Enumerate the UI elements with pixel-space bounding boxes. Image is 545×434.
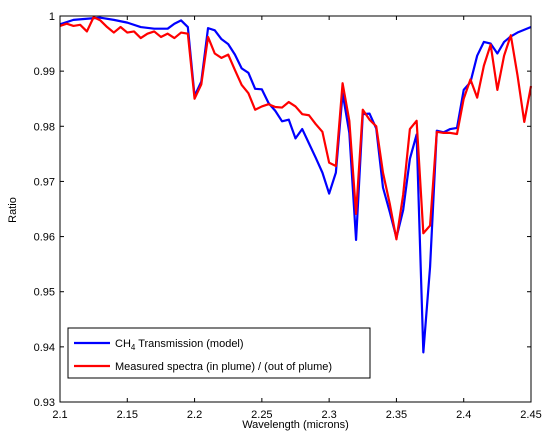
legend-label-model-subscript: 4 — [131, 343, 136, 352]
x-axis-label: Wavelength (microns) — [242, 419, 349, 431]
y-tick-label-2: 0.95 — [34, 287, 55, 299]
x-tick-label-7: 2.45 — [520, 409, 541, 421]
x-tick-label-4: 2.3 — [321, 409, 336, 421]
legend-label-measured: Measured spectra (in plume) / (out of pl… — [115, 361, 332, 373]
x-tick-label-6: 2.4 — [456, 409, 471, 421]
legend-box — [67, 327, 371, 379]
series-line-model — [59, 16, 532, 354]
y-tick-label-7: 1 — [49, 11, 55, 23]
y-tick-label-5: 0.98 — [34, 121, 55, 133]
x-tick-label-3: 2.25 — [251, 409, 272, 421]
legend-label-model-main: CH — [115, 338, 131, 350]
series-line-measured — [59, 16, 533, 241]
y-tick-label-0: 0.93 — [34, 397, 55, 409]
y-tick-label-3: 0.96 — [34, 232, 55, 244]
series-layer — [59, 16, 533, 354]
legend-label-model: CH4 Transmission (model) — [115, 338, 244, 352]
x-tick-label-5: 2.35 — [386, 409, 407, 421]
y-tick-label-6: 0.99 — [34, 66, 55, 78]
legend-label-model-rest: Transmission (model) — [135, 338, 243, 350]
x-tick-label-0: 2.1 — [52, 409, 67, 421]
ticks-layer: 2.1 2.15 2.2 2.25 2.3 2.35 2.4 2.45 0.93 0.94 0.95… — [34, 11, 542, 421]
y-tick-label-4: 0.97 — [34, 176, 55, 188]
x-tick-label-1: 2.15 — [117, 409, 138, 421]
y-tick-label-1: 0.94 — [34, 342, 55, 354]
legend: CH4 Transmission (model) Measured spectr… — [67, 327, 371, 379]
y-axis-label: Ratio — [7, 197, 19, 223]
x-tick-label-2: 2.2 — [187, 409, 202, 421]
plot-frame — [59, 15, 532, 403]
